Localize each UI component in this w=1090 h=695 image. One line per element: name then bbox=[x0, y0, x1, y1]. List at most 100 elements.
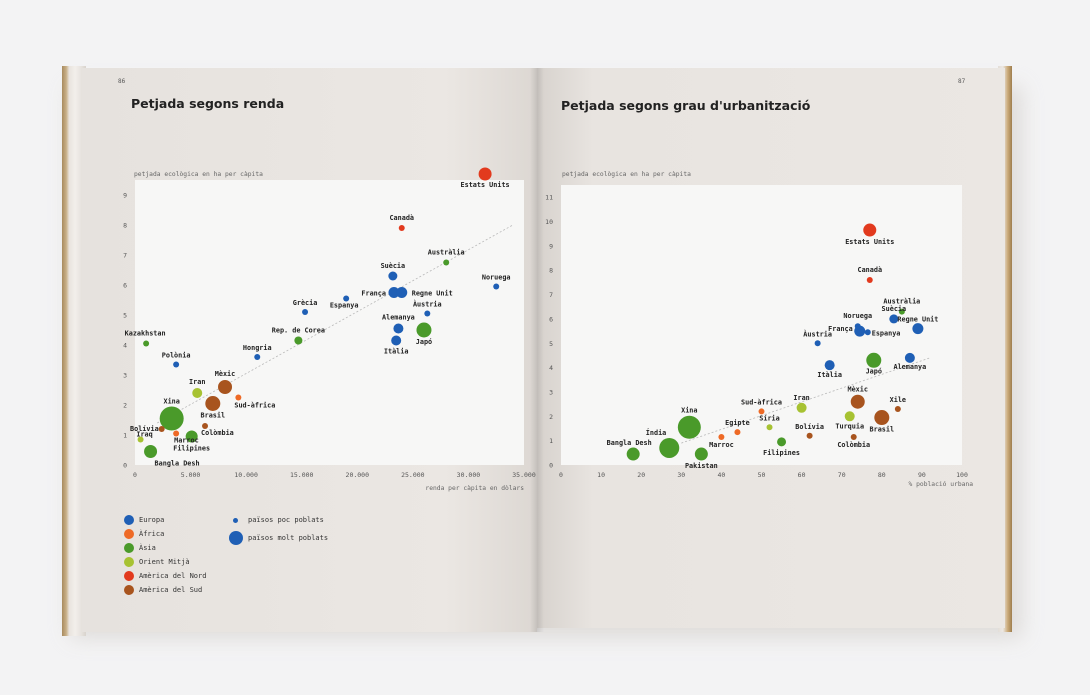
y-tick-label: 9 bbox=[549, 242, 553, 250]
point-label: Mèxic bbox=[215, 370, 235, 378]
point-label: Iraq bbox=[136, 431, 152, 439]
data-point bbox=[493, 283, 500, 290]
data-point bbox=[854, 323, 861, 330]
y-tick-label: 7 bbox=[123, 252, 127, 260]
x-tick-label: 60 bbox=[798, 471, 806, 479]
point-label: Austràlia bbox=[883, 298, 920, 306]
point-label: Japó bbox=[866, 367, 882, 375]
x-tick-label: 40 bbox=[717, 471, 725, 479]
data-point bbox=[254, 354, 261, 360]
legend-dot-icon bbox=[124, 571, 134, 581]
plot-area-2 bbox=[561, 185, 962, 465]
legend-label: Àfrica bbox=[139, 530, 165, 538]
point-label: Brasil bbox=[870, 426, 895, 434]
data-point bbox=[824, 360, 835, 371]
data-point bbox=[393, 323, 404, 334]
point-label: Sud-àfrica bbox=[234, 402, 275, 410]
data-point bbox=[718, 434, 725, 440]
y-tick-label: 7 bbox=[549, 291, 553, 299]
point-label: Filipines bbox=[173, 445, 210, 453]
small-dot-icon bbox=[233, 518, 238, 523]
legend-dot-icon bbox=[124, 585, 134, 595]
size-legend-label: països molt poblats bbox=[248, 534, 329, 542]
right-page-number: 87 bbox=[958, 78, 966, 85]
data-point bbox=[866, 352, 882, 368]
left-page-number: 86 bbox=[118, 78, 126, 85]
data-point bbox=[144, 445, 158, 458]
y-tick-label: 3 bbox=[123, 372, 127, 380]
point-label: Itàlia bbox=[817, 371, 842, 379]
point-label: Xile bbox=[890, 396, 906, 404]
x-tick-label: 30.000 bbox=[457, 471, 481, 479]
data-point bbox=[659, 437, 680, 458]
data-point bbox=[158, 426, 165, 432]
x-tick-label: 90 bbox=[918, 471, 926, 479]
point-label: Bangla Desh bbox=[155, 460, 200, 468]
data-point bbox=[844, 411, 855, 422]
y-tick-label: 5 bbox=[123, 312, 127, 320]
point-label: Índia bbox=[646, 428, 666, 437]
point-label: Mèxic bbox=[848, 386, 868, 394]
y-tick-label: 4 bbox=[123, 342, 127, 350]
point-label: Hongria bbox=[243, 344, 272, 352]
data-point bbox=[894, 406, 901, 412]
point-label: Xina bbox=[681, 406, 697, 414]
point-label: Regne Unit bbox=[897, 316, 938, 324]
data-point bbox=[343, 295, 350, 302]
data-point bbox=[694, 447, 708, 461]
legend-label: Amèrica del Sud bbox=[139, 586, 203, 594]
legend-dot-icon bbox=[124, 543, 134, 553]
y-tick-label: 1 bbox=[549, 437, 553, 445]
data-point bbox=[626, 447, 640, 461]
data-point bbox=[235, 394, 242, 401]
point-label: Filipines bbox=[763, 449, 800, 457]
data-point bbox=[478, 167, 492, 181]
data-point bbox=[143, 340, 150, 347]
data-point bbox=[398, 225, 405, 231]
point-label: Japó bbox=[416, 338, 432, 346]
x-tick-label: 70 bbox=[838, 471, 846, 479]
data-point bbox=[874, 410, 890, 426]
y-tick-label: 9 bbox=[123, 192, 127, 200]
point-label: Xina bbox=[163, 398, 179, 406]
book-gutter bbox=[530, 68, 544, 632]
point-label: Estats Units bbox=[461, 181, 510, 189]
point-label: Brasil bbox=[201, 412, 226, 420]
point-label: Grècia bbox=[293, 299, 318, 307]
data-point bbox=[850, 434, 857, 440]
point-label: Regne Unit bbox=[412, 290, 453, 298]
data-point bbox=[806, 432, 813, 439]
point-label: Noruega bbox=[482, 274, 511, 282]
point-label: Iran bbox=[189, 378, 205, 386]
x-tick-label: 30 bbox=[677, 471, 685, 479]
x-tick-label: 0 bbox=[559, 471, 563, 479]
y-tick-label: 0 bbox=[549, 462, 553, 470]
legend-dot-icon bbox=[124, 515, 134, 525]
left-page-title: Petjada segons renda bbox=[131, 96, 285, 111]
data-point bbox=[137, 436, 144, 443]
x-tick-label: 80 bbox=[878, 471, 886, 479]
point-label: Colòmbia bbox=[837, 441, 870, 449]
data-point bbox=[202, 423, 209, 429]
y-tick-label: 6 bbox=[123, 282, 127, 290]
data-point bbox=[734, 429, 741, 436]
point-label: Canadà bbox=[389, 214, 414, 222]
point-label: Austràlia bbox=[428, 249, 465, 257]
point-label: Rep. de Corea bbox=[272, 327, 325, 335]
x-tick-label: 100 bbox=[956, 471, 968, 479]
legend-label: Europa bbox=[139, 516, 165, 524]
point-label: Colòmbia bbox=[201, 429, 234, 437]
data-point bbox=[294, 336, 303, 345]
y-tick-label: 10 bbox=[545, 218, 553, 226]
chart2-xlabel: % població urbana bbox=[908, 481, 973, 488]
x-tick-label: 20.000 bbox=[346, 471, 370, 479]
y-tick-label: 8 bbox=[549, 267, 553, 275]
legend-label: Àsia bbox=[139, 544, 156, 552]
x-tick-label: 5.000 bbox=[181, 471, 201, 479]
point-label: Àustria bbox=[803, 329, 832, 338]
point-label: Suècia bbox=[381, 262, 406, 270]
data-point bbox=[416, 322, 432, 338]
data-point bbox=[173, 430, 180, 437]
x-tick-label: 35.000 bbox=[512, 471, 536, 479]
